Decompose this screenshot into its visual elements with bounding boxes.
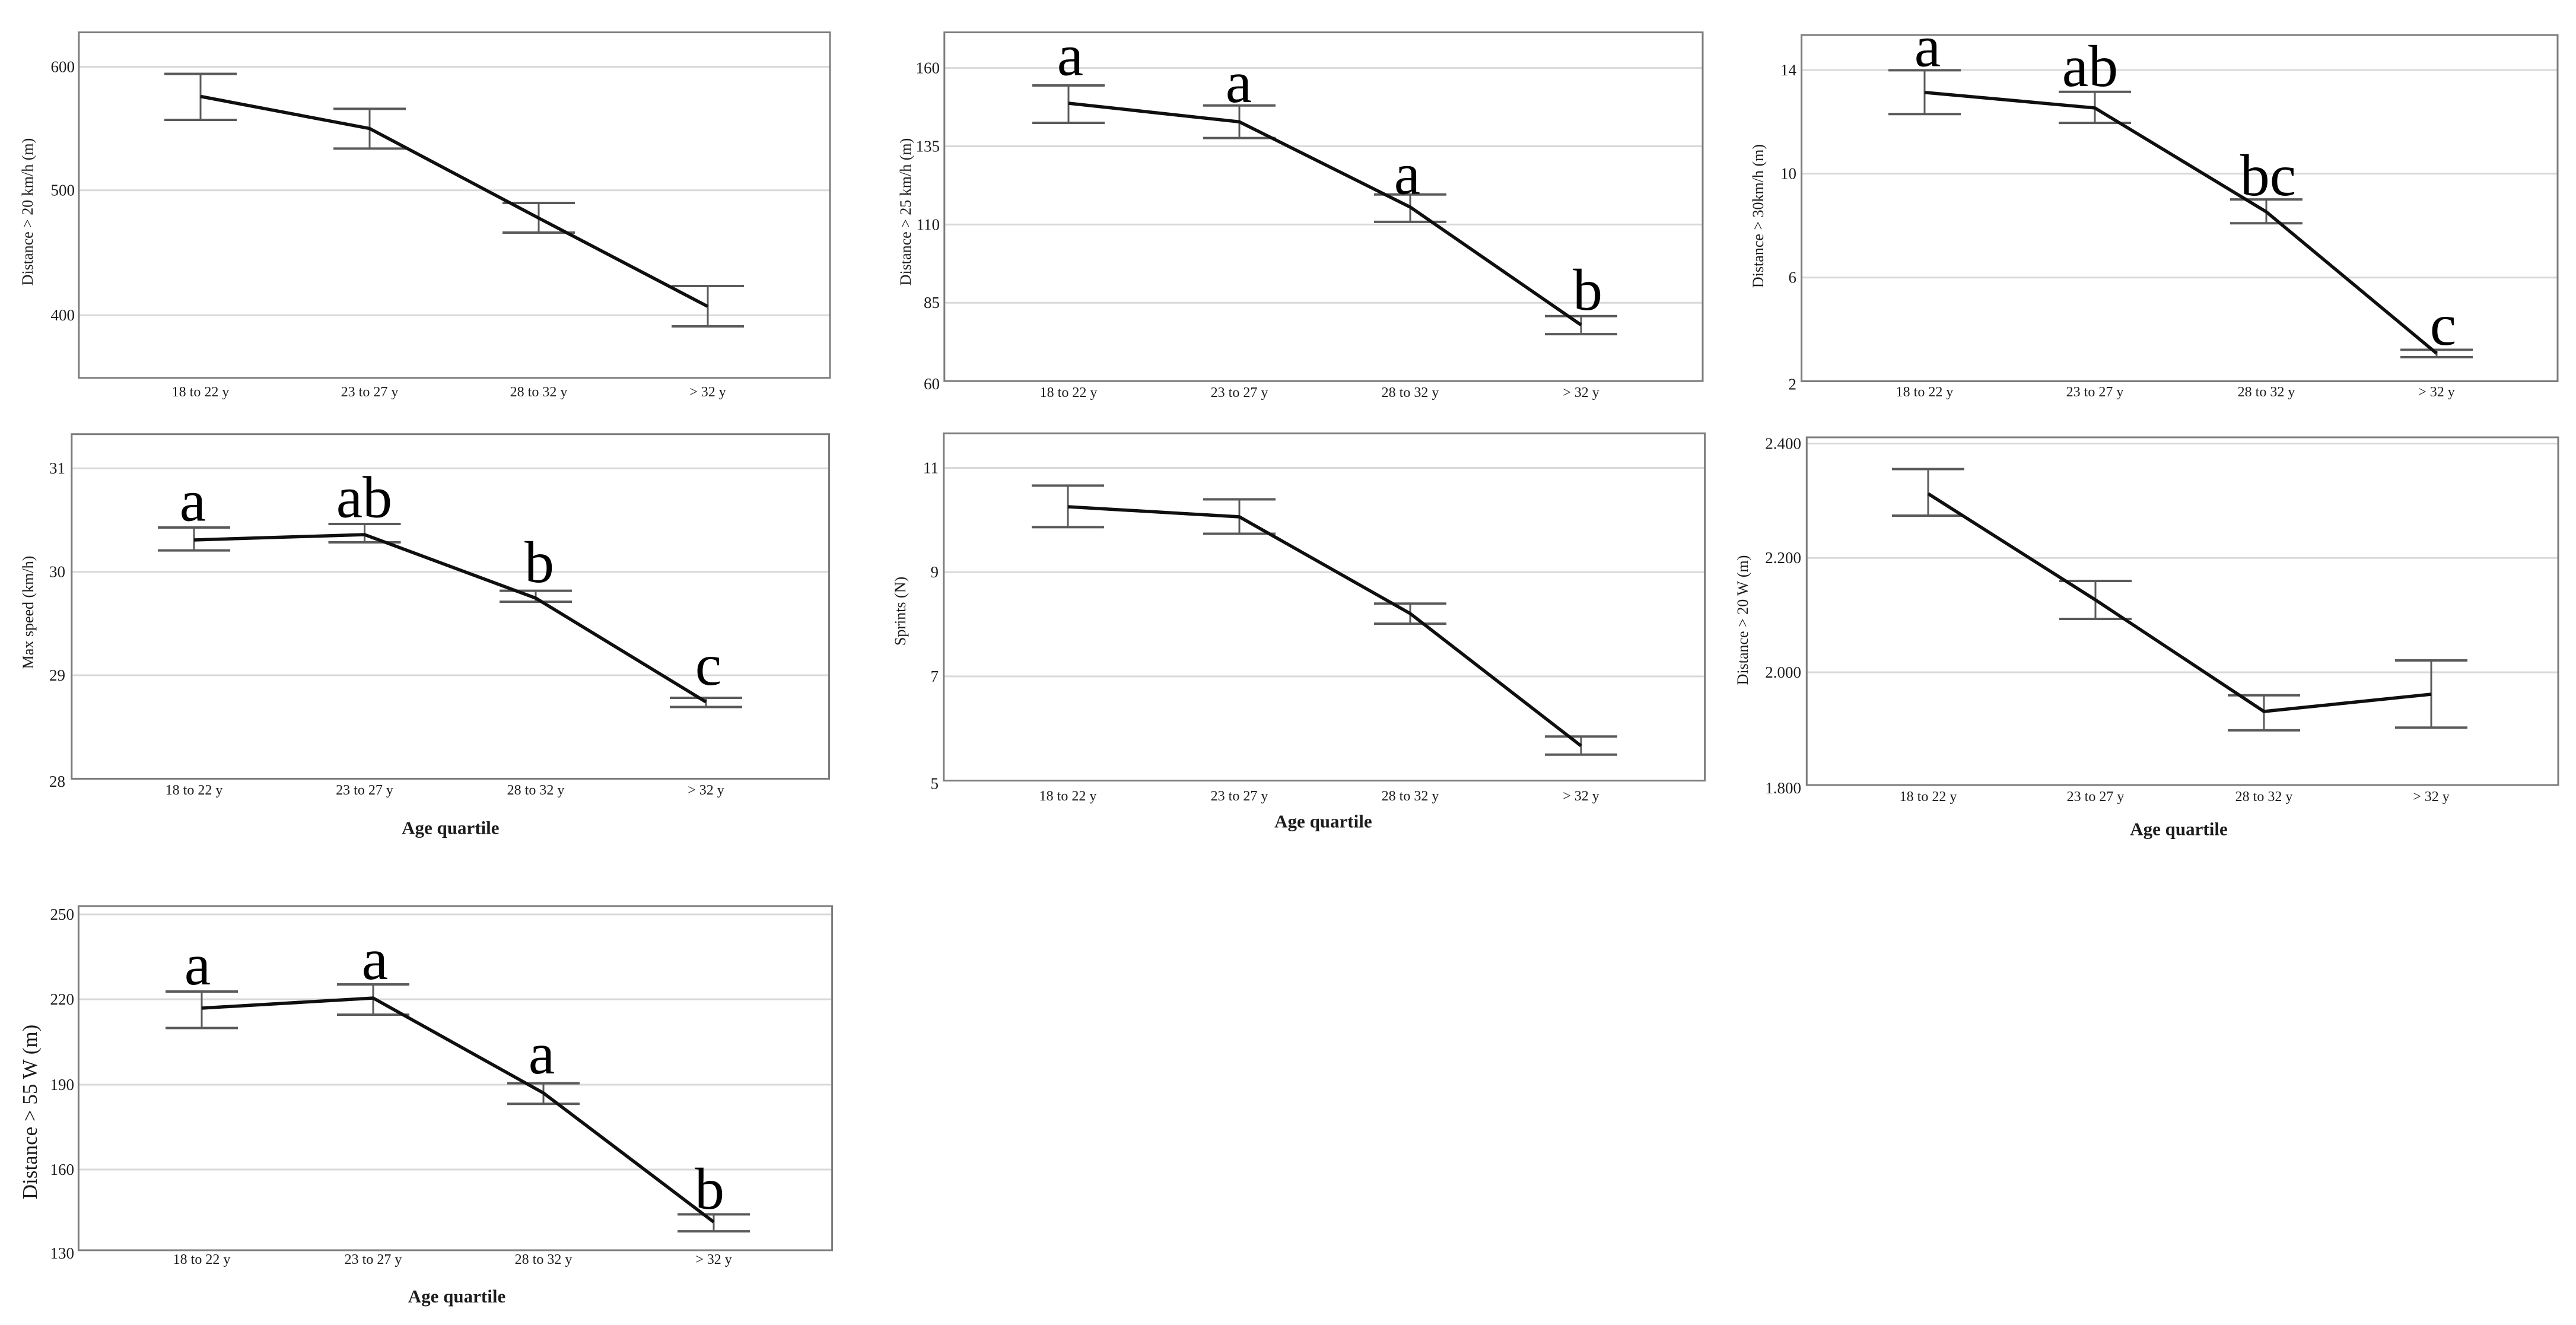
svg-text:9: 9 [931,563,939,581]
svg-text:23 to 27 y: 23 to 27 y [336,783,393,798]
svg-text:400: 400 [51,306,75,324]
svg-text:Sprints (N): Sprints (N) [892,577,909,646]
svg-text:18 to 22 y: 18 to 22 y [166,783,223,798]
svg-text:a: a [1394,141,1420,207]
svg-text:a: a [185,932,211,997]
svg-text:28 to 32 y: 28 to 32 y [510,385,568,400]
svg-text:Distance > 55 W (m): Distance > 55 W (m) [18,1025,42,1200]
svg-text:Distance > 20 W (m): Distance > 20 W (m) [1734,555,1751,685]
svg-text:28 to 32 y: 28 to 32 y [515,1252,573,1267]
svg-text:> 32 y: > 32 y [688,783,724,798]
svg-text:a: a [1914,14,1941,80]
svg-text:> 32 y: > 32 y [2418,385,2455,400]
svg-text:Distance > 20 km/h (m): Distance > 20 km/h (m) [19,138,36,286]
svg-text:250: 250 [50,905,75,923]
svg-text:30: 30 [49,563,65,581]
svg-text:160: 160 [916,59,940,77]
svg-text:500: 500 [51,182,75,199]
svg-text:> 32 y: > 32 y [689,385,726,400]
svg-text:130: 130 [50,1244,75,1262]
svg-text:b: b [1573,257,1602,323]
svg-text:600: 600 [51,58,75,75]
svg-text:190: 190 [50,1076,75,1094]
svg-text:160: 160 [50,1161,75,1178]
svg-text:2.200: 2.200 [1765,549,1801,567]
svg-text:Age quartile: Age quartile [402,818,499,838]
svg-text:18 to 22 y: 18 to 22 y [1900,789,1957,805]
svg-text:18 to 22 y: 18 to 22 y [1040,385,1098,401]
svg-text:b: b [524,529,554,595]
svg-text:110: 110 [917,215,940,233]
svg-text:28: 28 [49,773,65,790]
svg-text:> 32 y: > 32 y [2413,789,2450,805]
svg-text:c: c [2430,292,2456,358]
svg-text:31: 31 [49,459,65,477]
svg-text:ab: ab [2062,33,2118,99]
svg-text:a: a [362,926,388,992]
svg-text:2.000: 2.000 [1765,663,1801,681]
svg-text:28 to 32 y: 28 to 32 y [1382,385,1439,401]
svg-text:Distance > 30km/h (m): Distance > 30km/h (m) [1750,144,1767,288]
svg-text:a: a [1057,23,1083,88]
svg-text:6: 6 [1789,269,1797,287]
svg-text:60: 60 [924,375,940,393]
svg-text:1.800: 1.800 [1765,779,1801,797]
svg-text:> 32 y: > 32 y [1563,789,1599,804]
svg-text:a: a [529,1021,555,1086]
svg-text:28 to 32 y: 28 to 32 y [2238,385,2295,400]
svg-text:> 32 y: > 32 y [1563,385,1599,401]
svg-text:bc: bc [2240,142,2296,208]
svg-text:85: 85 [924,294,940,312]
svg-text:28 to 32 y: 28 to 32 y [1382,789,1439,804]
svg-text:a: a [180,468,206,534]
svg-text:220: 220 [50,990,75,1008]
svg-text:> 32 y: > 32 y [695,1252,732,1267]
svg-text:18 to 22 y: 18 to 22 y [173,1252,231,1267]
svg-text:135: 135 [916,137,940,155]
svg-text:23 to 27 y: 23 to 27 y [2067,789,2125,805]
svg-text:a: a [1226,49,1252,115]
svg-text:18 to 22 y: 18 to 22 y [1896,385,1954,400]
svg-text:18 to 22 y: 18 to 22 y [1039,789,1097,804]
svg-text:23 to 27 y: 23 to 27 y [341,385,399,400]
svg-text:ab: ab [336,465,392,530]
svg-text:23 to 27 y: 23 to 27 y [345,1252,402,1267]
svg-text:14: 14 [1780,61,1797,79]
svg-text:10: 10 [1780,165,1796,183]
svg-text:2: 2 [1789,375,1797,393]
svg-text:29: 29 [49,666,65,684]
svg-text:b: b [695,1156,724,1222]
svg-text:18 to 22 y: 18 to 22 y [172,385,230,400]
svg-text:Age quartile: Age quartile [2130,819,2227,840]
svg-text:28 to 32 y: 28 to 32 y [2235,789,2293,805]
svg-text:11: 11 [923,459,939,476]
svg-text:5: 5 [931,774,939,792]
svg-text:Age quartile: Age quartile [408,1286,505,1307]
svg-text:23 to 27 y: 23 to 27 y [1211,789,1268,804]
svg-text:Max speed (km/h): Max speed (km/h) [20,556,37,669]
svg-text:23 to 27 y: 23 to 27 y [2066,385,2124,400]
svg-text:Age quartile: Age quartile [1274,811,1372,832]
svg-text:Distance > 25 km/h (m): Distance > 25 km/h (m) [897,138,914,286]
svg-text:7: 7 [931,668,939,685]
svg-text:2.400: 2.400 [1765,434,1801,452]
svg-text:28 to 32 y: 28 to 32 y [507,783,565,798]
svg-text:c: c [695,632,721,698]
svg-text:23 to 27 y: 23 to 27 y [1211,385,1268,401]
